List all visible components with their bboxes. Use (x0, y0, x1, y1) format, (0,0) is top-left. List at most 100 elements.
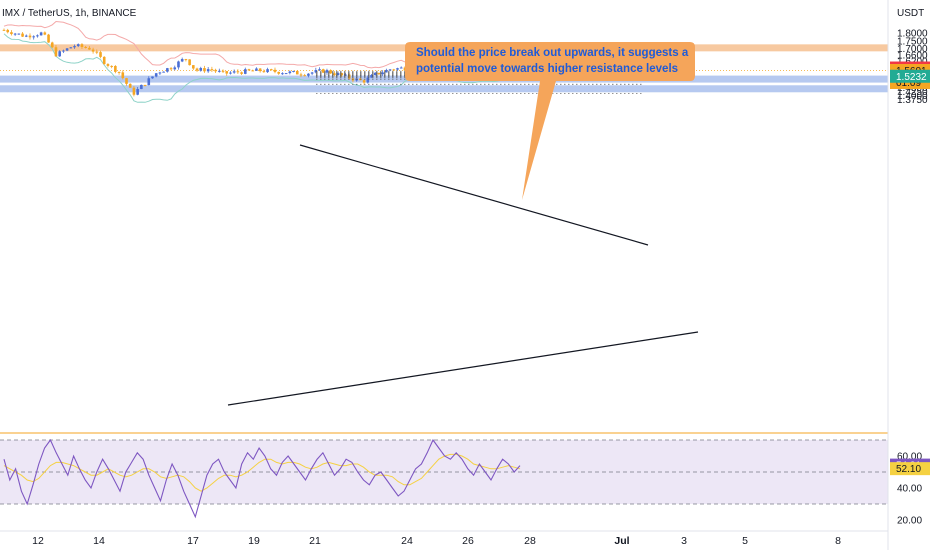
candle-body (128, 83, 132, 88)
candle-body (269, 69, 273, 71)
time-label: 8 (835, 535, 841, 547)
rsi-tick-label: 40.00 (897, 484, 922, 495)
price-tick-label: 1.3750 (897, 95, 928, 106)
rsi-panel[interactable] (0, 432, 932, 519)
candle-body (143, 84, 147, 86)
candle-body (392, 69, 396, 71)
candle-body (318, 69, 321, 71)
candle-body (10, 32, 13, 35)
price-tick-label: 1.4000 (897, 91, 928, 102)
time-axis[interactable]: 12 14 17 19 21 24 26 28 Jul 3 5 8 (0, 530, 888, 547)
candle-body (333, 73, 336, 75)
lower-trendline (227, 331, 699, 406)
candle-body (110, 65, 113, 67)
annotation-callout[interactable]: Should the price break out upwards, it s… (405, 42, 695, 200)
low-price-badge-bg (890, 69, 930, 83)
rsi-ma-line (3, 453, 521, 492)
rsi-ticks: 60.00 40.00 20.00 (897, 452, 922, 527)
time-label: 5 (742, 535, 748, 547)
time-label: 14 (93, 535, 105, 547)
candle-body (121, 72, 125, 79)
candle-body (173, 67, 177, 70)
candle-body (385, 69, 388, 73)
candle-body (65, 48, 69, 51)
candle-body (284, 73, 288, 75)
candle-body (125, 78, 128, 84)
candle-body (47, 34, 50, 43)
currency-label: USDT (897, 8, 924, 19)
candle-body (266, 69, 269, 73)
candle-body (184, 59, 188, 61)
candle-body (273, 69, 277, 72)
price-tick-label: 1.8000 (897, 29, 928, 40)
candle-body (240, 72, 243, 74)
candle-body (158, 72, 162, 74)
trendlines (227, 48, 699, 406)
candle-body (396, 68, 399, 70)
candle-body (151, 76, 154, 79)
candle-body (340, 73, 344, 76)
candle-body (99, 52, 102, 57)
candle-body (377, 72, 381, 75)
candle-body (21, 33, 24, 37)
candle-body (262, 71, 266, 73)
candle-body (299, 74, 303, 76)
price-axis-bg (888, 0, 932, 550)
candle-body (76, 44, 80, 47)
countdown-badge: 01:09 (896, 78, 921, 89)
candle-body (106, 64, 110, 66)
time-label: Jul (614, 535, 629, 547)
candle-body (366, 77, 370, 83)
candle-body (62, 50, 65, 52)
candle-body (88, 47, 91, 50)
time-label: 28 (524, 535, 536, 547)
candle-body (147, 78, 151, 86)
candle-body (17, 33, 21, 35)
candle-body (188, 59, 191, 66)
candle-body (80, 44, 84, 47)
price-badges: 1.57581.560101:091.5232 (890, 61, 930, 89)
candle-body (314, 70, 318, 73)
candle-body (251, 70, 255, 72)
price-tick-label: 1.4250 (897, 87, 928, 98)
candle-body (292, 70, 295, 72)
candle-body (195, 68, 199, 71)
candle-body (336, 73, 340, 75)
candle-body (54, 47, 58, 57)
candle-body (218, 70, 221, 72)
time-label: 17 (187, 535, 199, 547)
rsi-line (3, 438, 521, 519)
candle-body (203, 68, 206, 72)
candle-body (373, 72, 377, 76)
candle-body (169, 68, 173, 70)
candle-body (325, 70, 329, 73)
candle-body (102, 56, 106, 65)
candle-body (388, 69, 392, 71)
rsi-ma-badge-bg (890, 462, 930, 476)
price-tick-label: 1.7500 (897, 36, 928, 47)
callout-line-2: potential move towards higher resistance… (416, 63, 678, 75)
candle-body (13, 33, 17, 35)
candle-body (258, 68, 262, 72)
candle-body (2, 29, 6, 31)
candle-body (288, 71, 292, 74)
symbol-title: IMX / TetherUS, 1h, BINANCE (2, 8, 137, 19)
candle-body (154, 73, 158, 77)
time-label: 26 (462, 535, 474, 547)
candle-body (355, 78, 358, 81)
candle-body (277, 71, 281, 74)
time-label: 12 (32, 535, 44, 547)
candle-body (243, 69, 247, 74)
candle-body (73, 46, 76, 48)
candle-body (321, 69, 325, 73)
candle-body (132, 87, 136, 95)
candle-body (362, 80, 366, 83)
candle-body (28, 35, 32, 38)
price-axis[interactable]: USDT 1.80001.75001.70001.66001.62001.540… (887, 0, 932, 550)
candle-body (95, 51, 99, 53)
candle-body (36, 35, 39, 37)
zone-support-2 (0, 85, 888, 93)
upper-trendline (299, 144, 649, 246)
callout-line-1: Should the price break out upwards, it s… (416, 47, 689, 59)
